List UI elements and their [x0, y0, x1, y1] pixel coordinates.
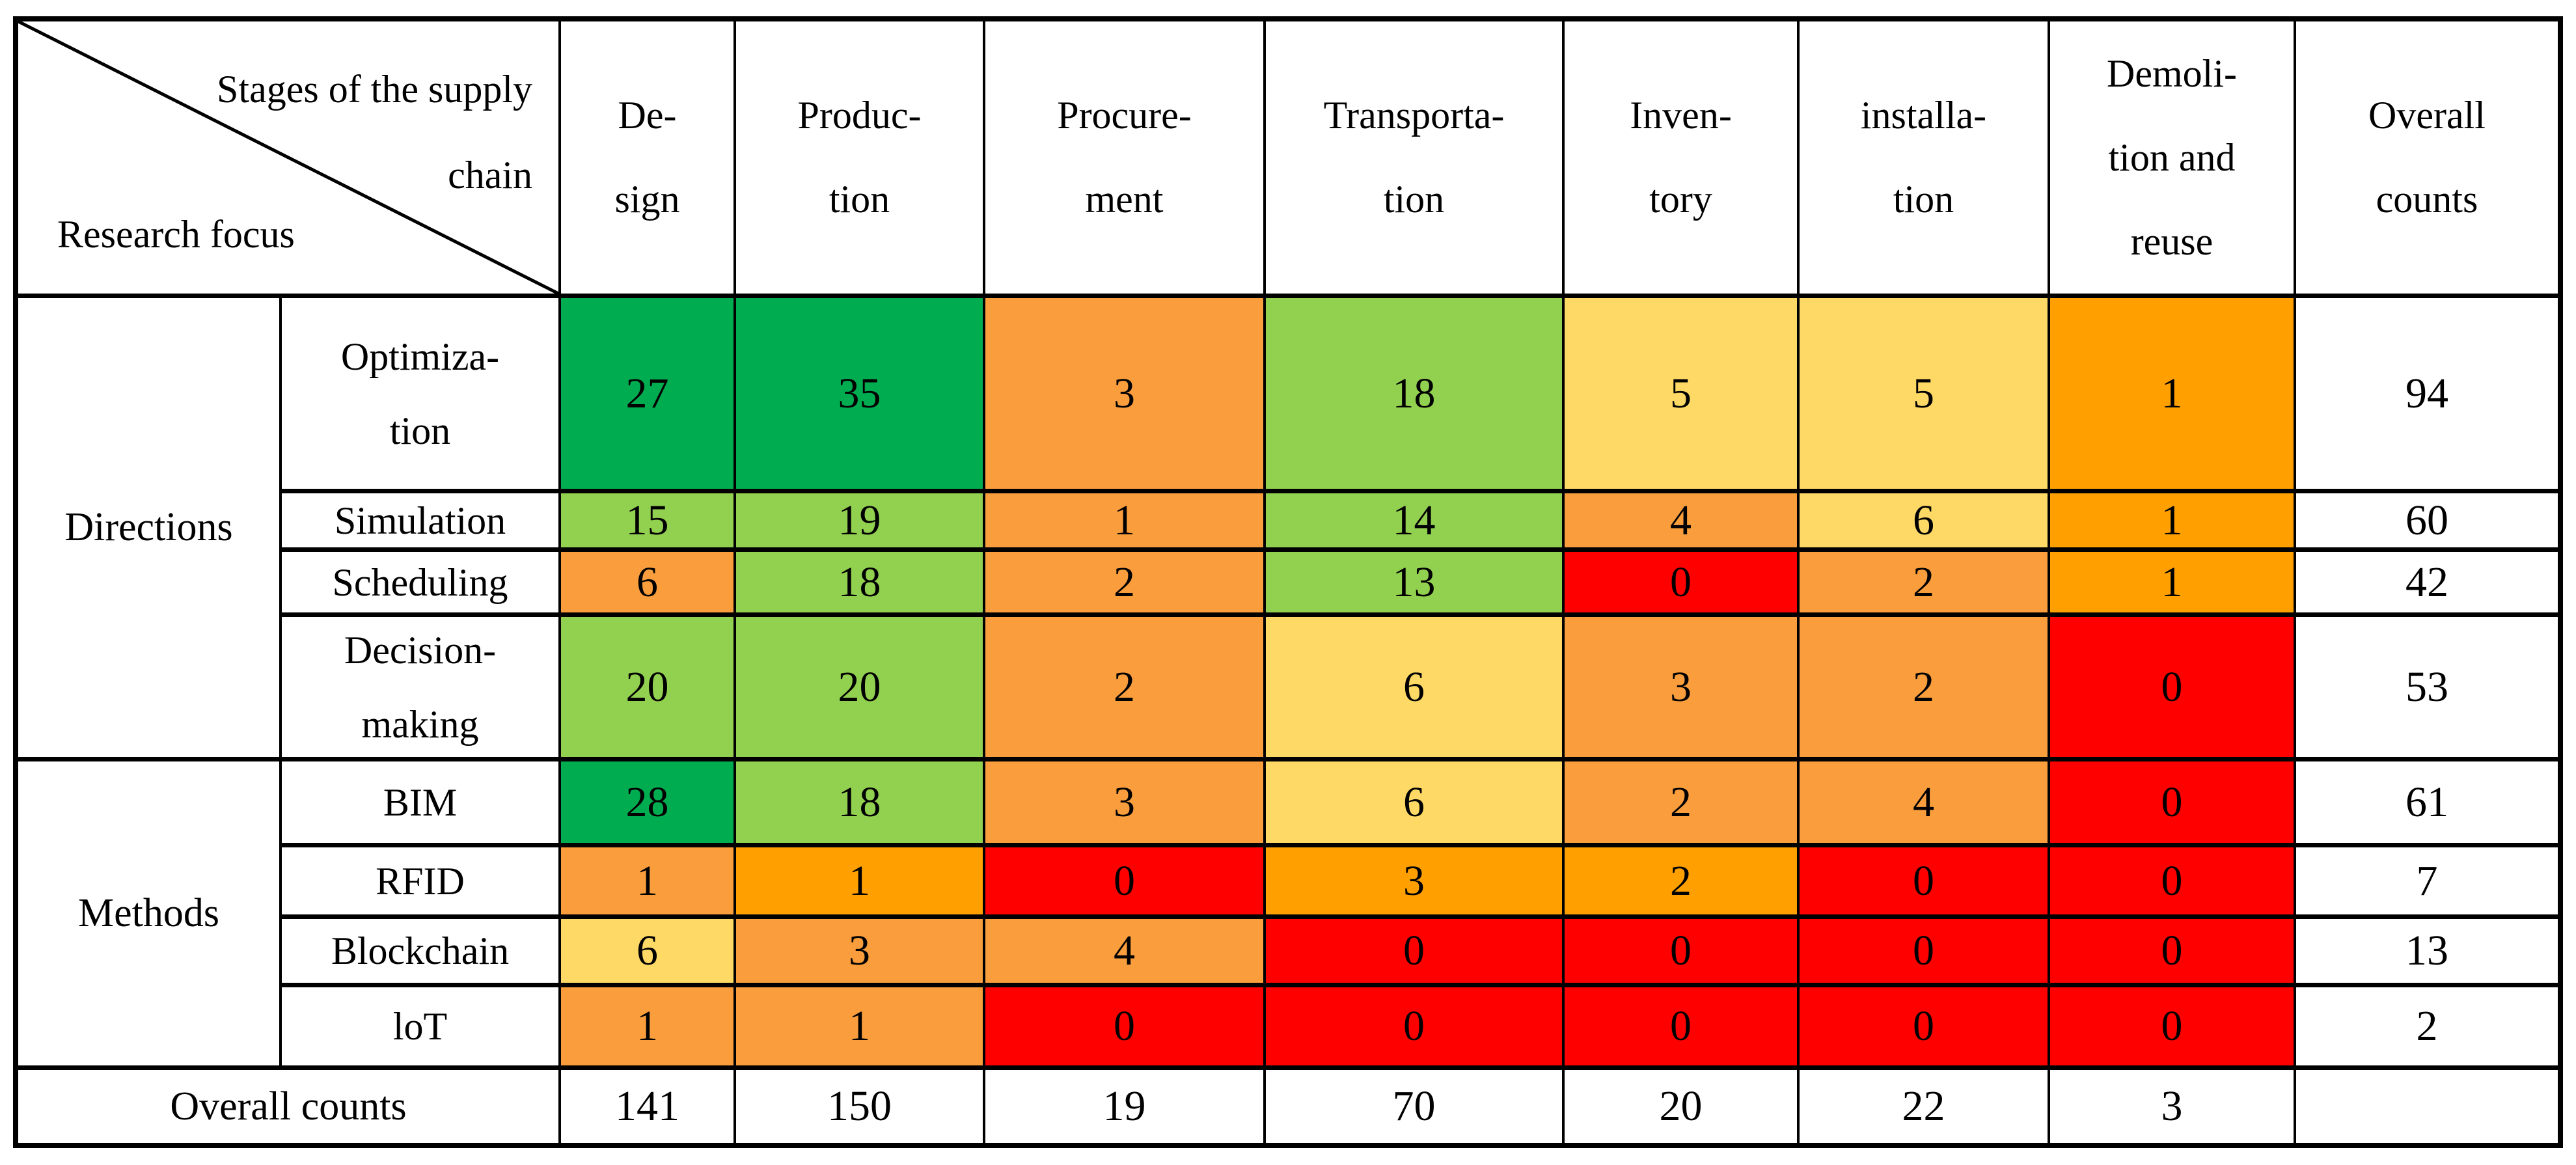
data-cell: 19 — [736, 493, 985, 552]
column-header-inventory: Inven- tory — [1565, 21, 1800, 298]
row-label-optimization: Optimiza- tion — [282, 298, 561, 493]
data-cell: 0 — [1800, 847, 2050, 919]
data-cell: 1 — [985, 493, 1266, 552]
data-cell: 2 — [1800, 552, 2050, 617]
data-cell: 1 — [561, 987, 736, 1070]
data-cell: 0 — [2050, 847, 2296, 919]
data-cell: 0 — [1266, 919, 1565, 987]
row-group-methods: Methods — [18, 761, 282, 1070]
data-cell: 1 — [2050, 298, 2296, 493]
data-cell: 14 — [1266, 493, 1565, 552]
data-cell: 3 — [1565, 617, 1800, 761]
row-overall-cell: 7 — [2296, 847, 2558, 919]
data-cell: 6 — [1266, 617, 1565, 761]
corner-bottom-label: Research focus — [57, 213, 295, 256]
data-cell: 18 — [736, 761, 985, 847]
footer-cell: 141 — [561, 1070, 736, 1143]
data-cell: 6 — [1800, 493, 2050, 552]
data-cell: 6 — [561, 552, 736, 617]
column-header-installation: installa- tion — [1800, 21, 2050, 298]
data-cell: 0 — [985, 847, 1266, 919]
data-cell: 0 — [2050, 987, 2296, 1070]
data-cell: 2 — [1800, 617, 2050, 761]
data-cell: 0 — [2050, 761, 2296, 847]
data-cell: 5 — [1565, 298, 1800, 493]
row-label-scheduling: Scheduling — [282, 552, 561, 617]
data-cell: 0 — [2050, 919, 2296, 987]
row-label-rfid: RFID — [282, 847, 561, 919]
diagonal-divider — [18, 21, 558, 294]
data-cell: 0 — [2050, 617, 2296, 761]
row-group-directions: Directions — [18, 298, 282, 761]
data-cell: 3 — [736, 919, 985, 987]
data-cell: 27 — [561, 298, 736, 493]
row-overall-cell: 61 — [2296, 761, 2558, 847]
data-cell: 0 — [1800, 919, 2050, 987]
row-overall-cell: 13 — [2296, 919, 2558, 987]
column-header-procurement: Procure- ment — [985, 21, 1266, 298]
column-header-design: De- sign — [561, 21, 736, 298]
data-cell: 2 — [985, 552, 1266, 617]
row-label-decision-making: Decision- making — [282, 617, 561, 761]
data-cell: 3 — [1266, 847, 1565, 919]
data-cell: 35 — [736, 298, 985, 493]
data-cell: 20 — [561, 617, 736, 761]
data-cell: 20 — [736, 617, 985, 761]
row-label-blockchain: Blockchain — [282, 919, 561, 987]
data-cell: 28 — [561, 761, 736, 847]
row-label-bim: BIM — [282, 761, 561, 847]
data-cell: 2 — [1565, 847, 1800, 919]
footer-cell: 20 — [1565, 1070, 1800, 1143]
data-cell: 0 — [1565, 987, 1800, 1070]
data-cell: 18 — [1266, 298, 1565, 493]
supply-chain-heatmap-table: Stages of the supply chain Research focu… — [13, 16, 2563, 1148]
row-label-lot: loT — [282, 987, 561, 1070]
row-overall-cell: 94 — [2296, 298, 2558, 493]
footer-cell: 150 — [736, 1070, 985, 1143]
data-cell: 3 — [985, 298, 1266, 493]
corner-header-cell: Stages of the supply chain Research focu… — [18, 21, 561, 298]
data-cell: 0 — [985, 987, 1266, 1070]
column-header-transportation: Transporta- tion — [1266, 21, 1565, 298]
corner-top-label: Stages of the supply chain — [217, 68, 532, 197]
data-cell: 5 — [1800, 298, 2050, 493]
data-cell: 13 — [1266, 552, 1565, 617]
data-cell: 18 — [736, 552, 985, 617]
data-cell: 4 — [1800, 761, 2050, 847]
row-overall-cell: 53 — [2296, 617, 2558, 761]
footer-cell: 19 — [985, 1070, 1266, 1143]
data-cell: 0 — [1266, 987, 1565, 1070]
column-header-production: Produc- tion — [736, 21, 985, 298]
footer-cell: 3 — [2050, 1070, 2296, 1143]
data-cell: 4 — [1565, 493, 1800, 552]
footer-cell: 70 — [1266, 1070, 1565, 1143]
row-overall-cell: 2 — [2296, 987, 2558, 1070]
row-overall-cell: 42 — [2296, 552, 2558, 617]
table-grid: Stages of the supply chain Research focu… — [18, 21, 2558, 1143]
data-cell: 0 — [1565, 919, 1800, 987]
data-cell: 1 — [2050, 493, 2296, 552]
data-cell: 0 — [1565, 552, 1800, 617]
data-cell: 2 — [1565, 761, 1800, 847]
column-header-demolition-reuse: Demoli- tion and reuse — [2050, 21, 2296, 298]
data-cell: 15 — [561, 493, 736, 552]
data-cell: 1 — [561, 847, 736, 919]
footer-cell: 22 — [1800, 1070, 2050, 1143]
footer-empty-cell — [2296, 1070, 2558, 1143]
data-cell: 3 — [985, 761, 1266, 847]
column-header-overall-counts: Overall counts — [2296, 21, 2558, 298]
row-label-simulation: Simulation — [282, 493, 561, 552]
data-cell: 4 — [985, 919, 1266, 987]
data-cell: 1 — [736, 987, 985, 1070]
data-cell: 1 — [736, 847, 985, 919]
data-cell: 2 — [985, 617, 1266, 761]
row-overall-cell: 60 — [2296, 493, 2558, 552]
data-cell: 0 — [1800, 987, 2050, 1070]
data-cell: 6 — [561, 919, 736, 987]
data-cell: 1 — [2050, 552, 2296, 617]
footer-overall-counts-label: Overall counts — [18, 1070, 561, 1143]
data-cell: 6 — [1266, 761, 1565, 847]
